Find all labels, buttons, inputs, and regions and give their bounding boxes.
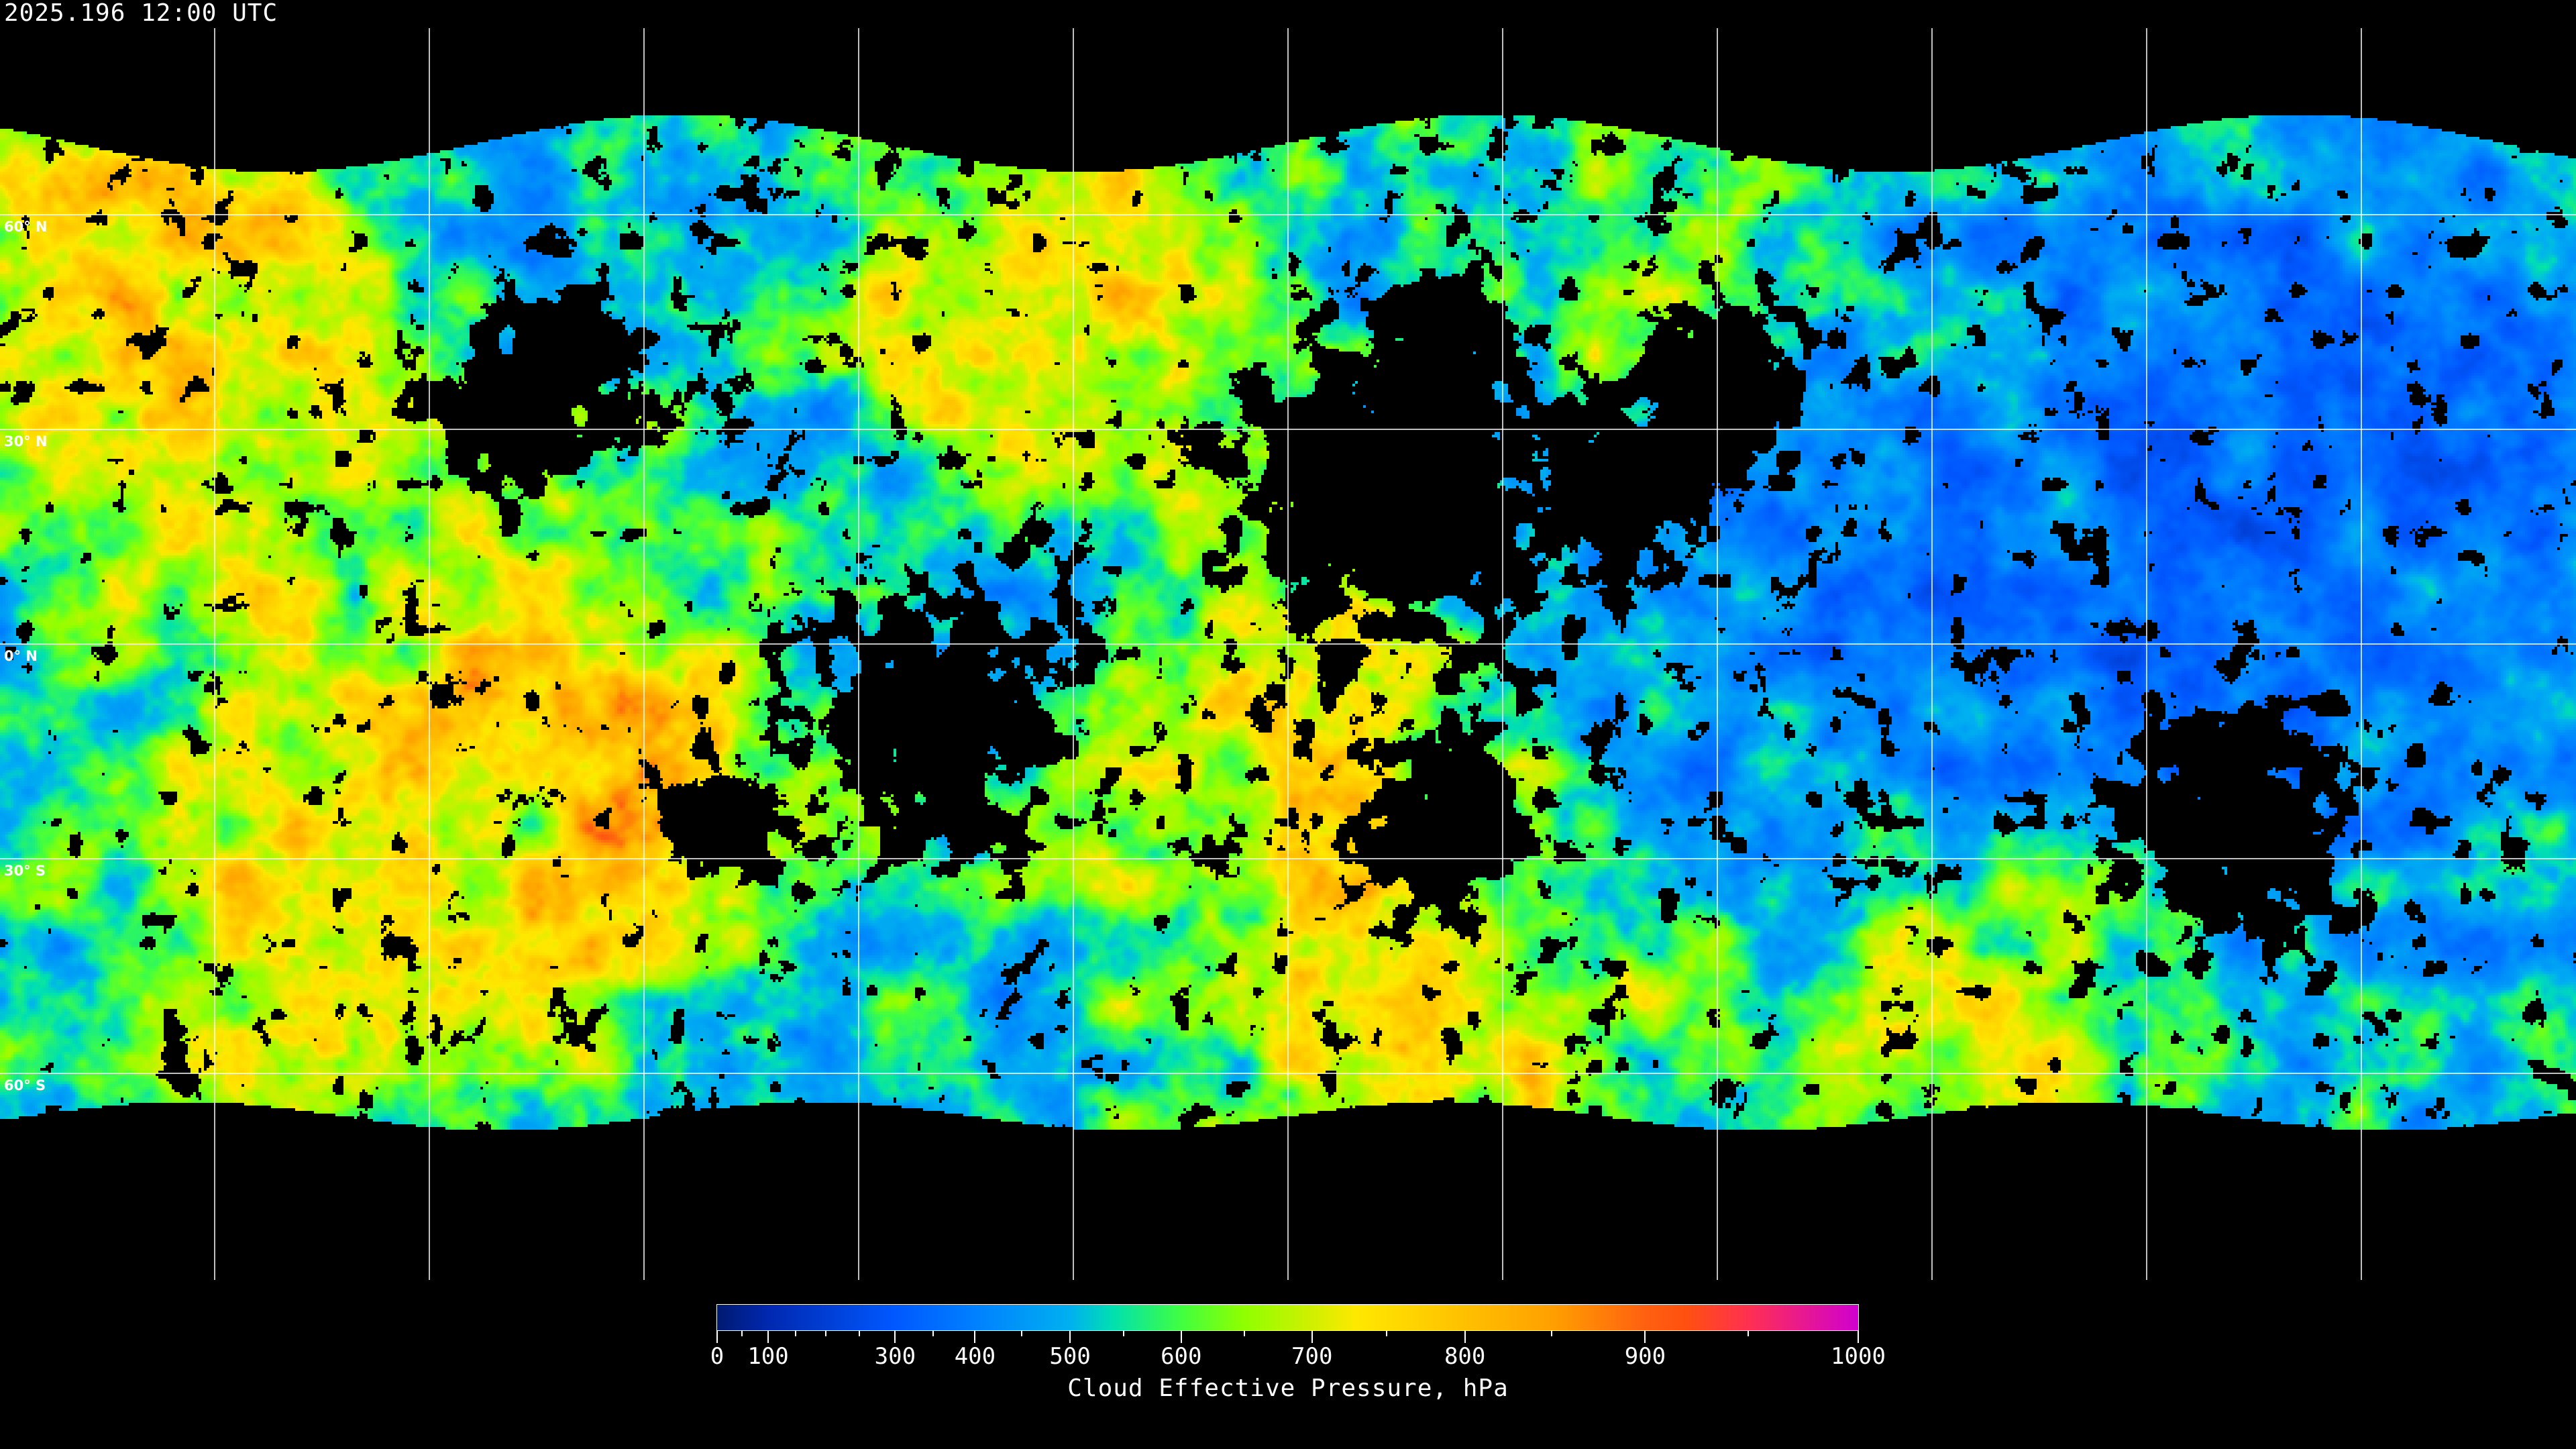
colorbar-minor-tick xyxy=(1747,1331,1749,1336)
colorbar-tick-label: 400 xyxy=(954,1343,996,1370)
colorbar-major-tick xyxy=(894,1331,896,1343)
colorbar-tick-label: 600 xyxy=(1161,1343,1202,1370)
lat-lon-grid xyxy=(0,28,2576,1280)
colorbar-tick-label: 1000 xyxy=(1831,1343,1886,1370)
colorbar-minor-tick xyxy=(825,1331,827,1336)
colorbar-tick-label: 500 xyxy=(1049,1343,1091,1370)
colorbar-minor-tick xyxy=(794,1331,796,1336)
colorbar-major-tick xyxy=(1464,1331,1466,1343)
colorbar-tick-label: 0 xyxy=(710,1343,724,1370)
colorbar-tick-label: 900 xyxy=(1624,1343,1666,1370)
lat-label: 0° N xyxy=(4,648,38,664)
colorbar-tick-label: 100 xyxy=(747,1343,789,1370)
colorbar-minor-tick xyxy=(859,1331,861,1336)
colorbar-tick-label: 300 xyxy=(874,1343,916,1370)
colorbar-minor-tick xyxy=(1385,1331,1387,1336)
colorbar-minor-tick xyxy=(932,1331,934,1336)
colorbar-minor-tick xyxy=(1122,1331,1124,1336)
lat-label: 30° S xyxy=(4,863,46,879)
colorbar-major-tick xyxy=(716,1331,718,1343)
colorbar-major-tick xyxy=(974,1331,976,1343)
colorbar-major-tick xyxy=(767,1331,769,1343)
colorbar-major-tick xyxy=(1311,1331,1313,1343)
timestamp-title: 2025.196 12:00 UTC xyxy=(4,0,278,27)
colorbar-major-tick xyxy=(1180,1331,1182,1343)
lat-label: 60° S xyxy=(4,1077,46,1093)
colorbar-tick-label: 700 xyxy=(1291,1343,1333,1370)
colorbar-major-tick xyxy=(1644,1331,1646,1343)
lat-label: 30° N xyxy=(4,433,48,449)
colorbar-minor-tick xyxy=(1550,1331,1552,1336)
colorbar-minor-tick xyxy=(741,1331,743,1336)
colorbar xyxy=(716,1304,1859,1331)
colorbar-major-tick xyxy=(1069,1331,1071,1343)
colorbar-title: Cloud Effective Pressure, hPa xyxy=(1067,1375,1509,1402)
colorbar-minor-tick xyxy=(1243,1331,1245,1336)
colorbar-minor-tick xyxy=(1020,1331,1022,1336)
colorbar-ticks xyxy=(0,1331,2576,1344)
colorbar-tick-label: 800 xyxy=(1444,1343,1486,1370)
colorbar-major-tick xyxy=(1858,1331,1859,1343)
lat-label: 60° N xyxy=(4,219,48,235)
